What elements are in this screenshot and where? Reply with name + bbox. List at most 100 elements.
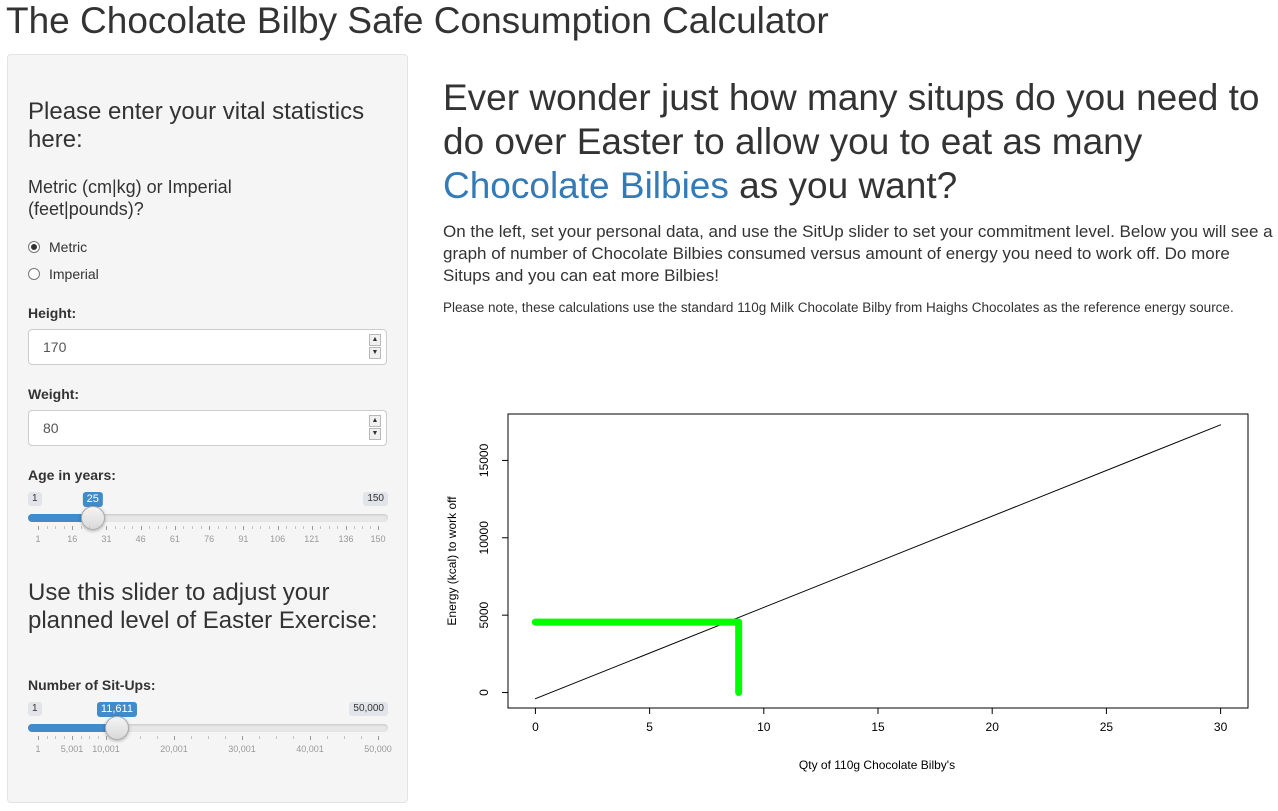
situps-slider-tick-label: 20,001 <box>160 744 188 754</box>
situps-slider-minor-tick <box>208 736 209 739</box>
energy-chart: 0 5 10 15 20 25 30 0 5000 10000 15000 Qty of 110g… <box>445 413 1249 772</box>
energy-line <box>534 424 1222 700</box>
situps-slider-minor-tick <box>157 736 158 739</box>
age-slider-minor-tick <box>217 526 219 529</box>
chart-series <box>531 424 1222 700</box>
age-slider-minor-tick <box>234 526 236 529</box>
age-slider-fill <box>28 514 93 522</box>
page-title: The Chocolate Bilby Safe Consumption Cal… <box>6 0 829 41</box>
radio-imperial-label: Imperial <box>49 266 99 282</box>
situps-slider-minor-tick <box>293 736 294 739</box>
age-slider-tick <box>72 526 74 530</box>
age-slider-minor-tick <box>226 526 228 529</box>
y-tick-label: 15000 <box>477 443 491 477</box>
age-slider-tick-label: 61 <box>169 534 180 544</box>
age-slider-track[interactable] <box>28 514 388 522</box>
x-tick-label: 20 <box>986 720 1000 734</box>
age-slider-minor-tick <box>89 526 91 529</box>
situps-slider-tick-label: 1 <box>35 744 41 754</box>
age-slider-minor-tick <box>320 526 322 529</box>
weight-spinner[interactable]: ▲ ▼ <box>369 415 381 441</box>
age-slider-minor-tick <box>183 526 185 529</box>
height-decrement-button[interactable]: ▼ <box>369 347 381 359</box>
radio-metric[interactable]: Metric <box>28 238 87 256</box>
age-slider-minor-tick <box>251 526 253 529</box>
age-slider-minor-tick <box>337 526 339 529</box>
situps-slider-ticks: 1 5,001 10,001 20,001 30,001 40,001 50,000 <box>28 736 392 756</box>
situps-slider-tick-label: 50,000 <box>364 744 392 754</box>
age-slider-tick-label: 150 <box>370 534 386 544</box>
age-slider-tick-label: 91 <box>238 534 249 544</box>
radio-imperial[interactable]: Imperial <box>28 265 99 283</box>
exercise-heading: Use this slider to adjust your planned l… <box>28 579 378 634</box>
weight-input[interactable]: 80 ▲ ▼ <box>28 410 387 446</box>
age-slider-minor-tick <box>157 526 159 529</box>
reference-note: Please note, these calculations use the … <box>443 300 1234 315</box>
age-slider-ticks: 1 16 31 46 61 76 91 106 121 136 150 <box>28 526 388 546</box>
age-slider-minor-tick <box>303 526 305 529</box>
situps-slider-tick-label: 5,001 <box>60 744 84 754</box>
age-slider-tick <box>311 526 313 530</box>
situps-slider-minor-tick <box>80 736 82 739</box>
age-slider-minor-tick <box>97 526 99 529</box>
age-slider-tick-label: 76 <box>204 534 215 544</box>
age-slider-minor-tick <box>269 526 271 529</box>
radio-imperial-circle[interactable] <box>28 268 40 280</box>
age-slider-tick-label: 136 <box>338 534 354 544</box>
age-slider-tick-label: 106 <box>270 534 286 544</box>
age-slider-tick <box>174 526 176 530</box>
age-slider-minor-tick <box>123 526 125 529</box>
age-slider-tick-label: 31 <box>101 534 112 544</box>
situps-value-label: 11,611 <box>96 702 137 717</box>
age-slider-minor-tick <box>55 526 57 529</box>
situps-slider-tick <box>106 736 107 740</box>
age-slider-minor-tick <box>354 526 356 529</box>
height-value[interactable]: 170 <box>43 339 67 355</box>
age-slider-tick <box>140 526 142 530</box>
situps-slider-tick <box>72 736 73 740</box>
age-slider-tick <box>346 526 348 530</box>
chocolate-bilbies-link[interactable]: Chocolate Bilbies <box>443 165 729 206</box>
age-slider-tick <box>38 526 39 530</box>
situps-slider-minor-tick <box>63 736 65 739</box>
height-input[interactable]: 170 ▲ ▼ <box>28 329 387 365</box>
situps-slider-minor-tick <box>276 736 277 739</box>
age-slider-handle[interactable] <box>80 506 105 530</box>
x-tick-label: 15 <box>871 720 885 734</box>
height-increment-button[interactable]: ▲ <box>369 334 381 346</box>
situps-slider-handle[interactable] <box>104 716 129 740</box>
weight-increment-button[interactable]: ▲ <box>369 415 381 427</box>
situps-slider-minor-tick <box>89 736 90 739</box>
situps-slider-minor-tick <box>191 736 192 739</box>
situps-slider-track[interactable] <box>28 724 388 732</box>
radio-metric-circle[interactable] <box>28 241 40 253</box>
age-slider[interactable]: 1 150 25 1 16 31 46 61 76 91 106 121 136 150 <box>28 492 388 556</box>
x-tick-label: 25 <box>1100 720 1114 734</box>
situps-slider-minor-tick <box>259 736 260 739</box>
weight-value[interactable]: 80 <box>43 420 59 436</box>
situps-slider-minor-tick <box>97 736 99 739</box>
x-tick-label: 0 <box>532 720 539 734</box>
main-heading-end: as you want? <box>728 165 958 206</box>
situps-slider-minor-tick <box>344 736 345 739</box>
situps-max-label: 50,000 <box>349 702 388 716</box>
age-slider-tick <box>277 526 279 530</box>
situps-min-label: 1 <box>28 702 42 716</box>
situps-slider-tick <box>378 736 379 740</box>
age-value-label: 25 <box>82 492 103 507</box>
age-slider-tick <box>243 526 245 530</box>
weight-decrement-button[interactable]: ▼ <box>369 428 381 440</box>
age-slider-minor-tick <box>132 526 134 529</box>
age-slider-minor-tick <box>63 526 65 529</box>
situps-slider[interactable]: 1 50,000 11,611 1 5,001 10,001 20,001 30,001… <box>28 702 392 766</box>
situps-slider-minor-tick <box>327 736 328 739</box>
age-slider-minor-tick <box>200 526 202 529</box>
situps-slider-tick <box>174 736 175 740</box>
situps-slider-tick <box>310 736 311 740</box>
age-slider-tick <box>106 526 108 530</box>
situps-slider-minor-tick <box>140 736 141 739</box>
height-spinner[interactable]: ▲ ▼ <box>369 334 381 360</box>
age-slider-tick <box>209 526 211 530</box>
age-slider-minor-tick <box>46 526 48 529</box>
sidebar-panel: Please enter your vital statistics here:… <box>7 54 408 803</box>
